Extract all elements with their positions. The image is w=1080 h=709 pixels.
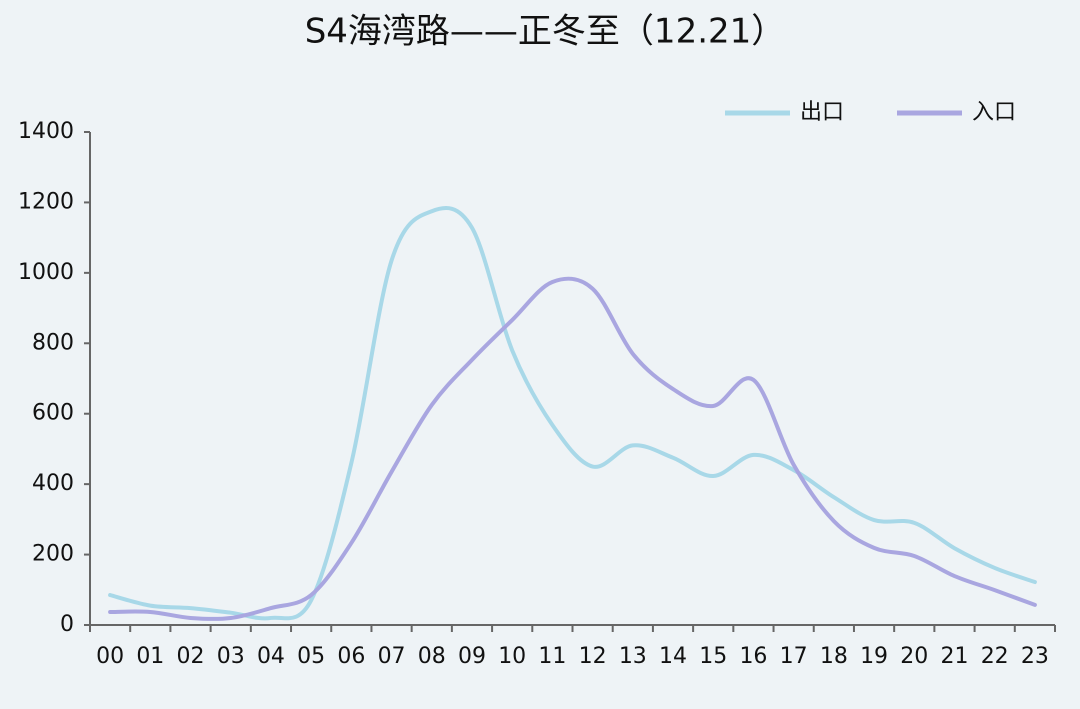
x-tick-label: 12 bbox=[579, 644, 607, 669]
chart-title: S4海湾路——正冬至（12.21） bbox=[305, 12, 786, 52]
y-tick-label: 800 bbox=[32, 330, 74, 355]
x-tick-label: 09 bbox=[458, 644, 486, 669]
x-tick-label: 14 bbox=[659, 644, 687, 669]
x-tick-label: 10 bbox=[498, 644, 526, 669]
x-tick-label: 15 bbox=[699, 644, 727, 669]
x-tick-label: 11 bbox=[538, 644, 566, 669]
y-tick-label: 1400 bbox=[18, 119, 74, 144]
x-tick-label: 20 bbox=[900, 644, 928, 669]
legend-label: 出口 bbox=[800, 100, 844, 125]
x-tick-label: 05 bbox=[297, 644, 325, 669]
x-tick-label: 06 bbox=[337, 644, 365, 669]
x-tick-label: 07 bbox=[378, 644, 406, 669]
line bbox=[108, 276, 1037, 621]
x-tick-label: 02 bbox=[177, 644, 205, 669]
y-tick-label: 1200 bbox=[18, 189, 74, 214]
y-tick-label: 0 bbox=[60, 612, 74, 637]
x-tick-label: 04 bbox=[257, 644, 285, 669]
x-tick-label: 16 bbox=[739, 644, 767, 669]
y-tick-label: 200 bbox=[32, 542, 74, 567]
line bbox=[108, 205, 1037, 621]
x-tick-label: 01 bbox=[136, 644, 164, 669]
x-tick-label: 23 bbox=[1021, 644, 1049, 669]
x-tick-label: 22 bbox=[981, 644, 1009, 669]
x-tick-label: 13 bbox=[619, 644, 647, 669]
x-tick-label: 21 bbox=[940, 644, 968, 669]
y-tick-label: 600 bbox=[32, 401, 74, 426]
x-tick-label: 00 bbox=[96, 644, 124, 669]
x-tick-label: 08 bbox=[418, 644, 446, 669]
x-tick-label: 17 bbox=[780, 644, 808, 669]
x-tick-label: 18 bbox=[820, 644, 848, 669]
y-tick-label: 1000 bbox=[18, 260, 74, 285]
y-tick-label: 400 bbox=[32, 471, 74, 496]
legend-label: 入口 bbox=[972, 100, 1016, 125]
x-tick-label: 19 bbox=[860, 644, 888, 669]
x-tick-label: 03 bbox=[217, 644, 245, 669]
